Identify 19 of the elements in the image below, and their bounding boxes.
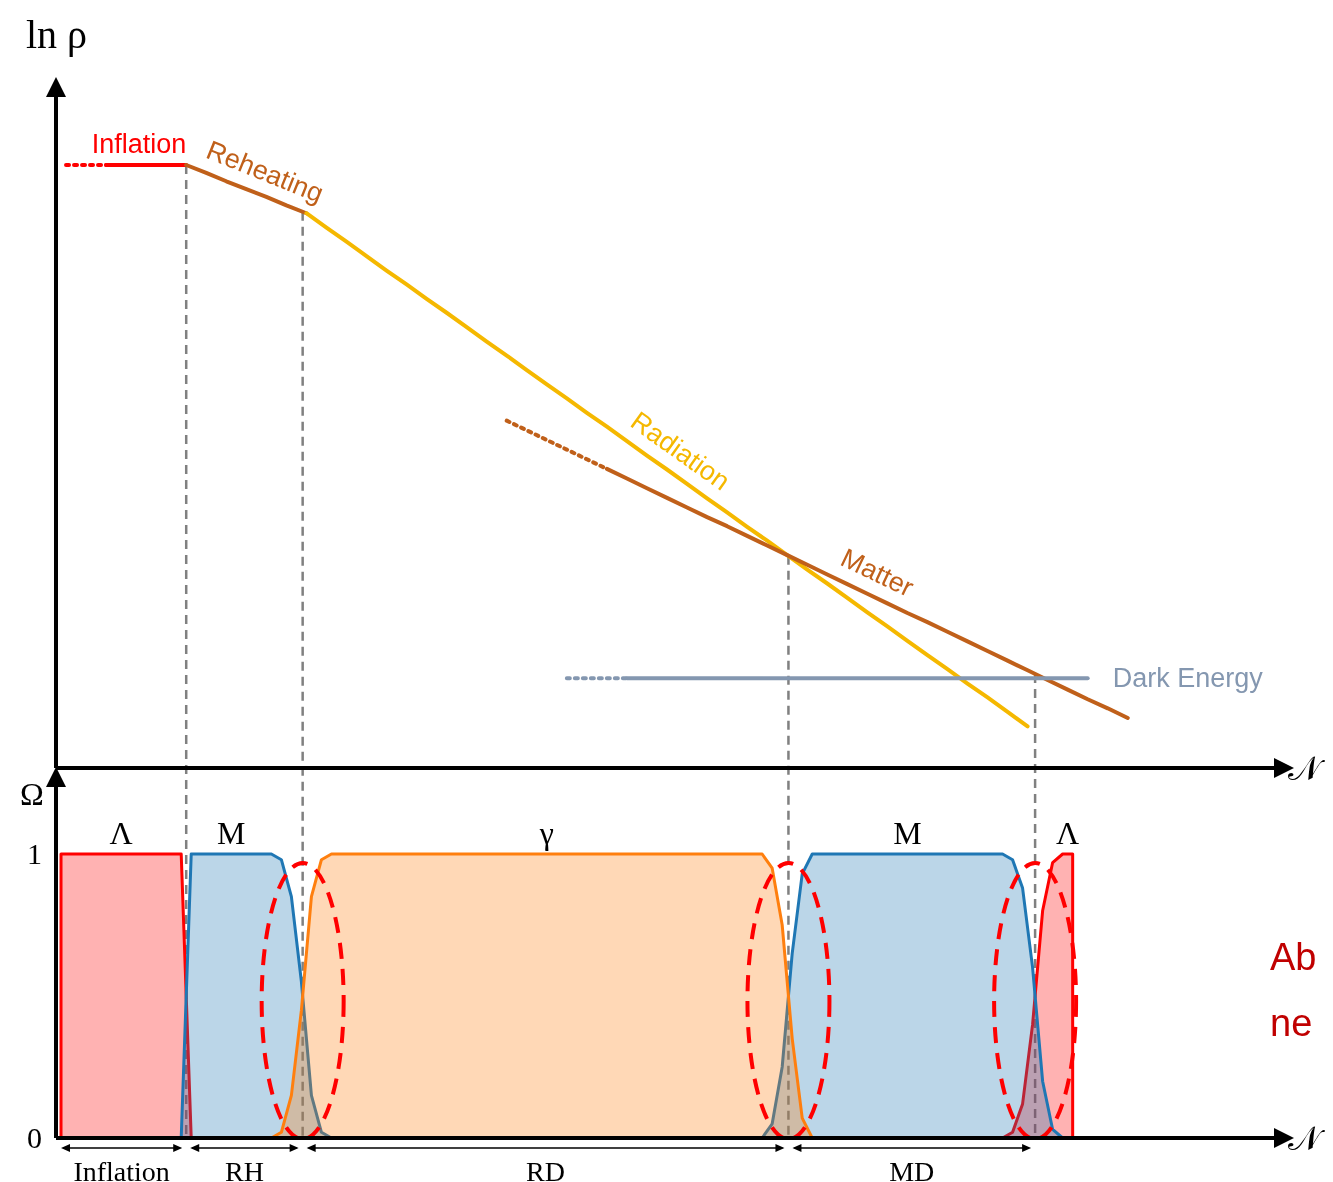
text: Inflation — [73, 1156, 170, 1182]
x-axis-title: 𝒩 — [1288, 750, 1325, 787]
series-label: Λ — [109, 815, 133, 851]
text: RD — [526, 1156, 565, 1182]
y-tick-label: 1 — [27, 837, 42, 870]
text: RH — [224, 1156, 264, 1182]
series-label: Dark Energy — [1112, 663, 1264, 694]
series-label: Inflation — [91, 129, 187, 159]
y-axis-title: Ω — [20, 776, 44, 812]
x-axis-title: 𝒩 — [1288, 1120, 1325, 1157]
series-label: γ — [538, 815, 554, 851]
annotation: Ab — [1270, 936, 1317, 978]
y-axis-title: ln ρ — [26, 12, 88, 57]
series-label: M — [217, 815, 246, 851]
y-tick-label: 0 — [27, 1121, 42, 1154]
annotation: ne — [1270, 1002, 1313, 1044]
text: MD — [889, 1156, 935, 1182]
text: Λ — [1056, 815, 1080, 851]
text: M — [893, 815, 922, 851]
